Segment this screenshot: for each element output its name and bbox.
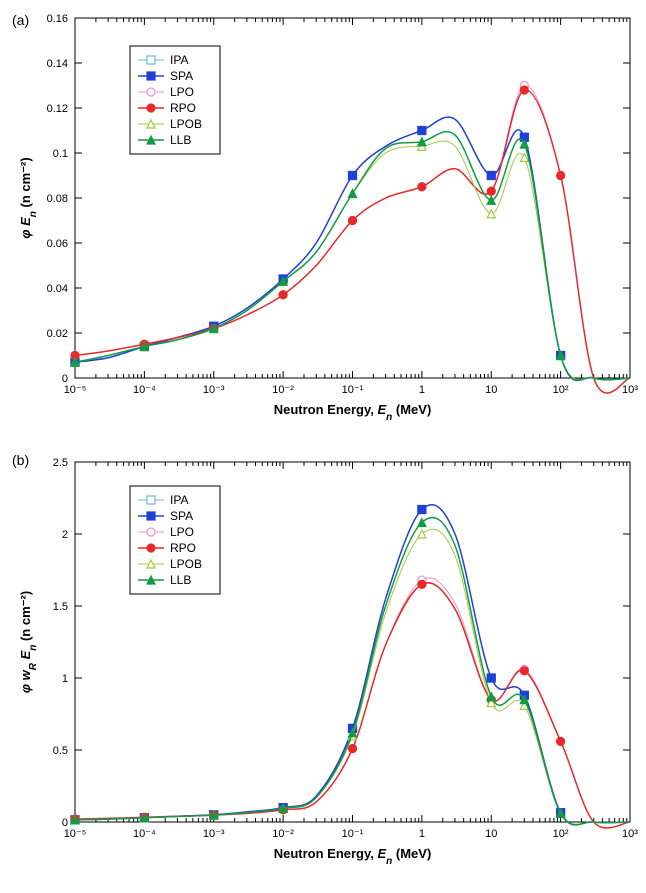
svg-text:0.08: 0.08 bbox=[47, 193, 68, 205]
svg-text:0: 0 bbox=[62, 817, 68, 829]
svg-text:10²: 10² bbox=[553, 828, 569, 840]
svg-text:0.1: 0.1 bbox=[53, 148, 68, 160]
svg-text:1: 1 bbox=[62, 673, 68, 685]
svg-text:0.5: 0.5 bbox=[53, 745, 68, 757]
svg-text:Neutron Energy, En (MeV): Neutron Energy, En (MeV) bbox=[274, 402, 432, 423]
svg-text:LLB: LLB bbox=[170, 133, 191, 147]
svg-text:φ En (n cm⁻²): φ En (n cm⁻²) bbox=[18, 157, 39, 238]
svg-text:IPA: IPA bbox=[170, 53, 188, 67]
svg-text:RPO: RPO bbox=[170, 101, 196, 115]
svg-text:0.12: 0.12 bbox=[47, 103, 68, 115]
svg-text:10⁻⁴: 10⁻⁴ bbox=[133, 384, 156, 396]
svg-text:LPOB: LPOB bbox=[170, 557, 202, 571]
svg-text:10⁻³: 10⁻³ bbox=[203, 384, 225, 396]
svg-text:1: 1 bbox=[419, 384, 425, 396]
svg-text:10⁻⁵: 10⁻⁵ bbox=[64, 384, 87, 396]
svg-text:2.5: 2.5 bbox=[53, 457, 68, 469]
svg-text:10²: 10² bbox=[553, 384, 569, 396]
svg-text:0.16: 0.16 bbox=[47, 13, 68, 25]
svg-text:Neutron Energy, En (MeV): Neutron Energy, En (MeV) bbox=[274, 846, 432, 867]
svg-text:10⁻³: 10⁻³ bbox=[203, 828, 225, 840]
svg-text:IPA: IPA bbox=[170, 493, 188, 507]
svg-text:0.04: 0.04 bbox=[47, 283, 68, 295]
chart-container: (a) 10⁻⁵10⁻⁴10⁻³10⁻²10⁻¹11010²10³00.020.… bbox=[0, 0, 646, 893]
svg-text:LPOB: LPOB bbox=[170, 117, 202, 131]
svg-text:10: 10 bbox=[485, 828, 497, 840]
svg-text:LPO: LPO bbox=[170, 525, 194, 539]
svg-text:10³: 10³ bbox=[622, 828, 638, 840]
svg-text:10⁻¹: 10⁻¹ bbox=[342, 828, 364, 840]
svg-text:10³: 10³ bbox=[622, 384, 638, 396]
svg-text:LPO: LPO bbox=[170, 85, 194, 99]
svg-text:φ wR En (n cm⁻²): φ wR En (n cm⁻²) bbox=[18, 591, 39, 693]
svg-text:0.14: 0.14 bbox=[47, 58, 68, 70]
svg-text:1: 1 bbox=[419, 828, 425, 840]
svg-text:10⁻²: 10⁻² bbox=[272, 828, 294, 840]
svg-text:0.02: 0.02 bbox=[47, 328, 68, 340]
chart-a-svg: 10⁻⁵ 10⁻⁴ 10⁻³ 10⁻² 10⁻¹ 1 10 10² 10³ 0 0.02 0.04 0.… bbox=[0, 0, 646, 440]
svg-text:1.5: 1.5 bbox=[53, 601, 68, 613]
svg-text:RPO: RPO bbox=[170, 541, 196, 555]
svg-text:SPA: SPA bbox=[170, 509, 193, 523]
svg-text:2: 2 bbox=[62, 529, 68, 541]
svg-text:LLB: LLB bbox=[170, 573, 191, 587]
svg-text:10⁻⁴: 10⁻⁴ bbox=[133, 828, 156, 840]
svg-text:10: 10 bbox=[485, 384, 497, 396]
chart-b-svg: 10⁻⁵ 10⁻⁴ 10⁻³ 10⁻² 10⁻¹ 1 10 10² 10³ 0 0.5 1 1.5 2 2.… bbox=[0, 440, 646, 893]
svg-text:SPA: SPA bbox=[170, 69, 193, 83]
svg-text:10⁻²: 10⁻² bbox=[272, 384, 294, 396]
svg-text:10⁻¹: 10⁻¹ bbox=[342, 384, 364, 396]
svg-text:10⁻⁵: 10⁻⁵ bbox=[64, 828, 87, 840]
svg-text:0: 0 bbox=[62, 373, 68, 385]
svg-text:0.06: 0.06 bbox=[47, 238, 68, 250]
